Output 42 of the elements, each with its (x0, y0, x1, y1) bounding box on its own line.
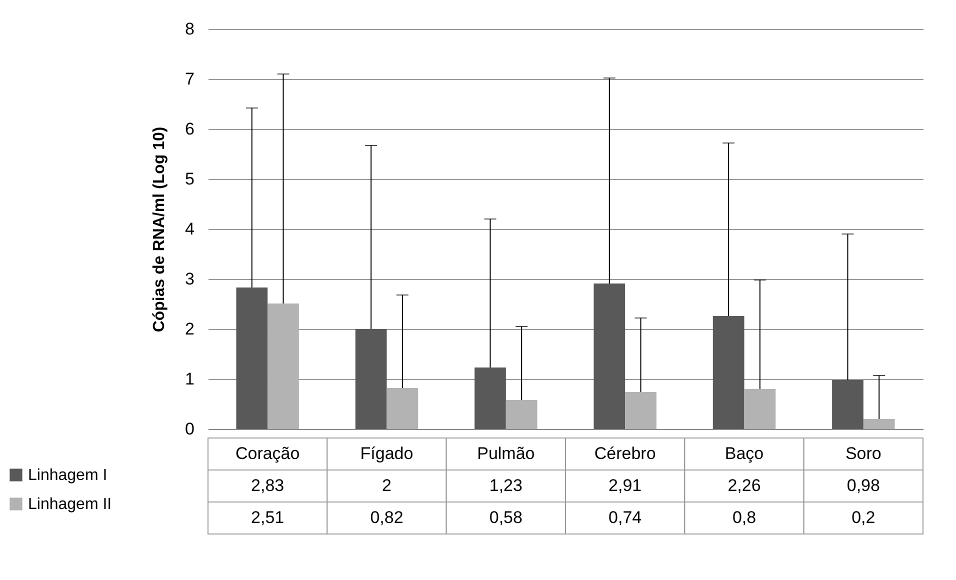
legend-label: Linhagem I (28, 467, 108, 484)
bar (744, 389, 776, 429)
bar (832, 380, 864, 429)
y-tick-label: 3 (185, 270, 194, 288)
x-tick-label: Cérebro (594, 444, 656, 463)
data-label: 0,58 (489, 508, 522, 527)
y-tick-label: 8 (185, 20, 194, 38)
y-tick-label: 5 (185, 170, 194, 188)
bar (712, 316, 744, 429)
bar (506, 400, 538, 429)
bar (355, 329, 387, 429)
data-label: 0,8 (732, 508, 756, 527)
y-tick-label: 2 (185, 320, 194, 338)
y-tick-label: 1 (185, 370, 194, 388)
bar (386, 388, 418, 429)
bar (236, 288, 268, 429)
x-tick-label: Soro (845, 444, 882, 463)
x-tick-label: Pulmão (477, 444, 535, 463)
y-tick-label: 0 (185, 420, 194, 438)
bar (268, 304, 299, 429)
bar (594, 284, 626, 429)
bar (625, 392, 656, 429)
y-tick-label: 6 (185, 120, 194, 138)
legend-label: Linhagem II (28, 496, 112, 513)
x-tick-label: Coração (235, 444, 300, 463)
data-label: 0,74 (608, 508, 642, 527)
bar (474, 368, 506, 429)
data-label: 2,83 (251, 476, 284, 495)
data-label: 2,91 (608, 476, 642, 495)
y-tick-label: 7 (185, 70, 194, 88)
data-label: 2 (382, 476, 392, 495)
data-label: 2,26 (728, 476, 761, 495)
y-tick-label: 4 (185, 220, 194, 238)
x-tick-label: Fígado (360, 444, 414, 463)
y-axis-title: Cópias de RNA/ml (Log 10) (151, 126, 168, 332)
data-label: 1,23 (489, 476, 522, 495)
bar (863, 419, 895, 429)
data-label: 0,98 (846, 476, 880, 495)
data-label: 2,51 (251, 508, 284, 527)
data-label: 0,2 (852, 508, 876, 527)
x-tick-label: Baço (724, 444, 764, 463)
data-label: 0,82 (370, 508, 404, 527)
